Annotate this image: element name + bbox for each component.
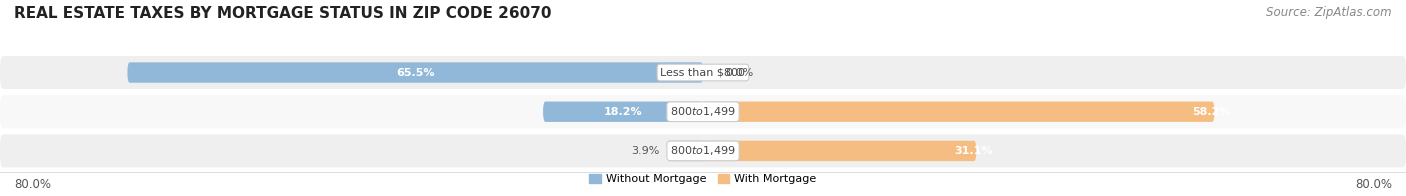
FancyBboxPatch shape	[669, 141, 703, 161]
FancyBboxPatch shape	[703, 102, 1215, 122]
Text: 80.0%: 80.0%	[1355, 178, 1392, 191]
Text: 3.9%: 3.9%	[631, 146, 659, 156]
Text: 31.1%: 31.1%	[955, 146, 993, 156]
Text: REAL ESTATE TAXES BY MORTGAGE STATUS IN ZIP CODE 26070: REAL ESTATE TAXES BY MORTGAGE STATUS IN …	[14, 6, 551, 21]
Text: Less than $800: Less than $800	[661, 67, 745, 78]
Text: 18.2%: 18.2%	[603, 107, 643, 117]
FancyBboxPatch shape	[0, 134, 1406, 167]
FancyBboxPatch shape	[543, 102, 703, 122]
Legend: Without Mortgage, With Mortgage: Without Mortgage, With Mortgage	[585, 169, 821, 189]
FancyBboxPatch shape	[0, 56, 1406, 89]
FancyBboxPatch shape	[703, 141, 976, 161]
Text: Source: ZipAtlas.com: Source: ZipAtlas.com	[1267, 6, 1392, 19]
FancyBboxPatch shape	[0, 95, 1406, 128]
Text: 65.5%: 65.5%	[396, 67, 434, 78]
FancyBboxPatch shape	[128, 62, 703, 83]
Text: 58.2%: 58.2%	[1192, 107, 1232, 117]
Text: $800 to $1,499: $800 to $1,499	[671, 105, 735, 118]
Text: $800 to $1,499: $800 to $1,499	[671, 144, 735, 157]
Text: 80.0%: 80.0%	[14, 178, 51, 191]
Text: 0.0%: 0.0%	[725, 67, 754, 78]
